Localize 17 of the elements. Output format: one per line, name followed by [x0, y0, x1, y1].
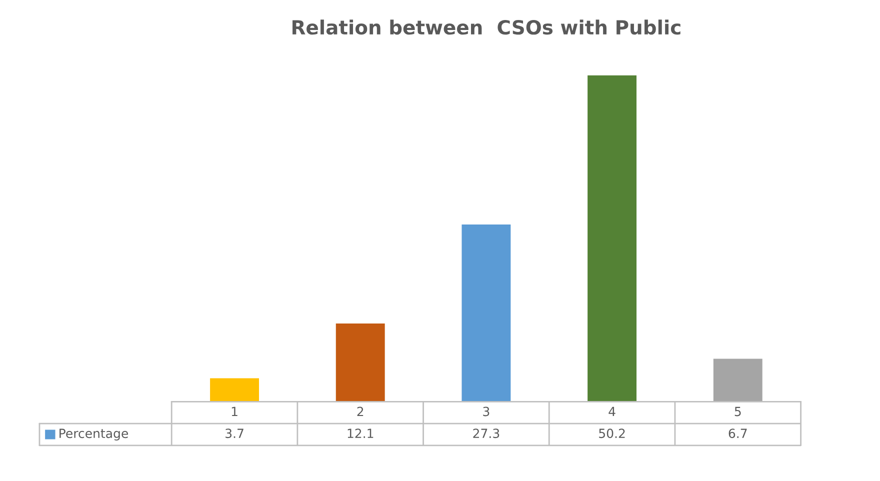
bar	[208, 376, 260, 402]
data-label: 12.1	[348, 428, 374, 438]
bar	[586, 74, 638, 402]
data-label: 3.7	[226, 428, 244, 438]
bar	[460, 223, 512, 402]
chart-title: Relation between CSOs with Public	[292, 20, 680, 35]
data-label: 6.7	[728, 428, 747, 438]
x-tick-label: 5	[734, 406, 741, 416]
bar	[712, 357, 764, 402]
x-tick-label: 1	[232, 406, 238, 416]
data-label: 27.3	[473, 428, 500, 438]
data-label: 50.2	[599, 428, 625, 438]
x-tick-label: 2	[357, 406, 364, 416]
legend-label: Percentage	[60, 428, 128, 441]
bar	[334, 322, 386, 402]
x-tick-label: 3	[483, 406, 490, 416]
x-tick-label: 4	[608, 406, 616, 416]
